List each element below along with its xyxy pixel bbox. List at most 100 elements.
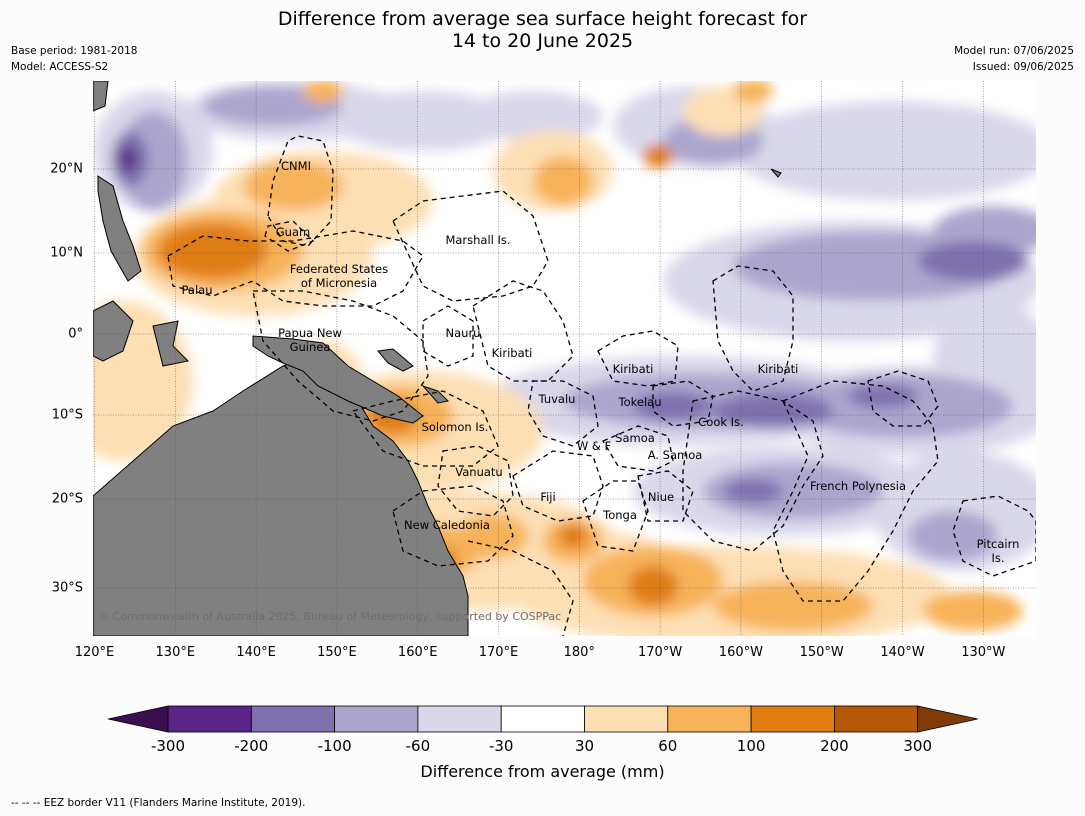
y-tick-label: 30°S (51, 580, 83, 596)
eez-marshall (392, 190, 549, 302)
x-tick-label: 140°W (880, 645, 925, 660)
borneo-landmass (93, 300, 134, 362)
eez-borders (167, 135, 1036, 636)
label-tuvalu: Tuvalu (538, 392, 576, 406)
model-text: Model: ACCESS-S2 (11, 61, 109, 73)
label-kiribati-central: Kiribati (612, 362, 654, 376)
issued-text: Issued: 09/06/2025 (972, 61, 1074, 73)
meta-left: Base period: 1981-2018 Model: ACCESS-S2 (11, 43, 137, 75)
colorbar (108, 705, 978, 733)
australia-landmass (93, 355, 469, 636)
eez-kiribati-gilbert (472, 280, 574, 382)
eez-legend-footnote: -- -- -- EEZ border V11 (Flanders Marine… (11, 797, 306, 809)
label-png: Papua New Guinea (278, 326, 342, 354)
sulawesi-landmass (152, 320, 190, 367)
label-cook: Cook Is. (698, 415, 744, 429)
eez-png (252, 290, 429, 422)
label-palau: Palau (181, 283, 213, 297)
eez-tokelau (652, 380, 714, 427)
sea-level-map (93, 81, 1036, 636)
colorbar-tick-label: 200 (820, 737, 849, 755)
copyright-notice: © Commonwealth of Australia 2025, Bureau… (98, 610, 562, 623)
map-title: Difference from average sea surface heig… (0, 8, 1085, 52)
colorbar-tick-label: 300 (903, 737, 933, 755)
label-fiji: Fiji (540, 490, 556, 504)
colorbar-segment (250, 705, 336, 733)
colorbar-segment (750, 705, 835, 733)
colorbar-tick-label: 30 (574, 737, 595, 755)
colorbar-extend-high (917, 705, 978, 733)
label-guam: Guam (275, 225, 311, 239)
label-french-polynesia: French Polynesia (809, 479, 907, 493)
eez-samoa (602, 425, 674, 472)
label-png-line1: Papua New (278, 326, 342, 340)
label-cnmi: CNMI (281, 159, 311, 173)
label-new-caledonia: New Caledonia (404, 518, 490, 532)
colorbar-extend-low (108, 705, 169, 733)
label-kiribati-east: Kiribati (757, 362, 799, 376)
eez-fsm (167, 230, 424, 307)
colorbar-title: Difference from average (mm) (420, 762, 665, 781)
model-run-text: Model run: 07/06/2025 (954, 45, 1074, 57)
eez-niue (637, 470, 694, 522)
x-tick-label: 130°E (155, 645, 196, 660)
eez-fiji (512, 450, 604, 522)
label-solomon: Solomon Is. (421, 420, 489, 434)
y-tick-label: 20°N (50, 161, 83, 177)
colorbar-segment (334, 705, 419, 733)
colorbar-tick-label: -200 (234, 737, 269, 755)
land-layer (93, 81, 782, 636)
meta-right: Model run: 07/06/2025 Issued: 09/06/2025 (954, 43, 1074, 75)
eez-solomon (351, 390, 499, 467)
label-png-line2: Guinea (289, 340, 331, 354)
colorbar-tick-label: 60 (658, 737, 678, 755)
colorbar-segment (417, 705, 502, 733)
eez-tonga (582, 480, 649, 552)
title-line-1: Difference from average sea surface heig… (277, 8, 808, 30)
hawaii-landmass (770, 168, 782, 178)
colorbar-tick-label: -30 (488, 737, 514, 755)
eez-tuvalu (527, 380, 599, 447)
colorbar-tick-label: -60 (405, 737, 431, 755)
label-niue: Niue (647, 490, 675, 504)
x-tick-label: 170°E (478, 645, 519, 660)
colorbar-segment (500, 705, 585, 733)
label-kiribati-west: Kiribati (491, 346, 533, 360)
x-tick-label: 160°E (397, 645, 438, 660)
new-britain-landmass (377, 348, 414, 372)
eez-marquesas (867, 370, 939, 427)
title-line-2: 14 to 20 June 2025 (451, 30, 634, 52)
y-tick-label: 0° (68, 326, 83, 342)
colorbar-segment (834, 705, 919, 733)
eez-new-caledonia (392, 485, 514, 567)
label-pitcairn-line2: Is. (991, 551, 1005, 565)
label-samoa: Samoa (615, 431, 655, 445)
x-tick-label: 150°W (799, 645, 844, 660)
label-nauru: Nauru (445, 326, 481, 340)
eez-kiribati-line (712, 265, 794, 392)
label-fsm: Federated States of Micronesia (290, 262, 388, 290)
label-vanuatu: Vanuatu (455, 465, 503, 479)
x-tick-label: 180° (563, 645, 595, 660)
eez-vanuatu (437, 445, 514, 517)
colorbar-tick-label: -100 (317, 737, 352, 755)
y-tick-label: 10°S (51, 407, 83, 423)
label-tokelau: Tokelau (618, 395, 662, 409)
new-guinea-landmass (252, 335, 424, 424)
label-tonga: Tonga (603, 508, 637, 522)
colorbar-segment (167, 705, 252, 733)
x-tick-label: 140°E (236, 645, 276, 660)
label-pitcairn: Pitcairn Is. (977, 537, 1020, 565)
label-pitcairn-line1: Pitcairn (976, 537, 1020, 551)
y-tick-label: 10°N (50, 245, 83, 261)
label-wallis-futuna: W & F (576, 439, 612, 453)
label-fsm-line2: of Micronesia (300, 276, 378, 290)
colorbar-segment (584, 705, 669, 733)
eez-australia-east (467, 540, 574, 636)
eez-cnmi (267, 135, 334, 247)
base-period-text: Base period: 1981-2018 (11, 45, 138, 57)
x-tick-label: 130°W (961, 645, 1006, 660)
x-tick-label: 160°W (718, 645, 763, 660)
solomon-landmass (421, 384, 450, 404)
nz-north-landmass (93, 81, 109, 112)
